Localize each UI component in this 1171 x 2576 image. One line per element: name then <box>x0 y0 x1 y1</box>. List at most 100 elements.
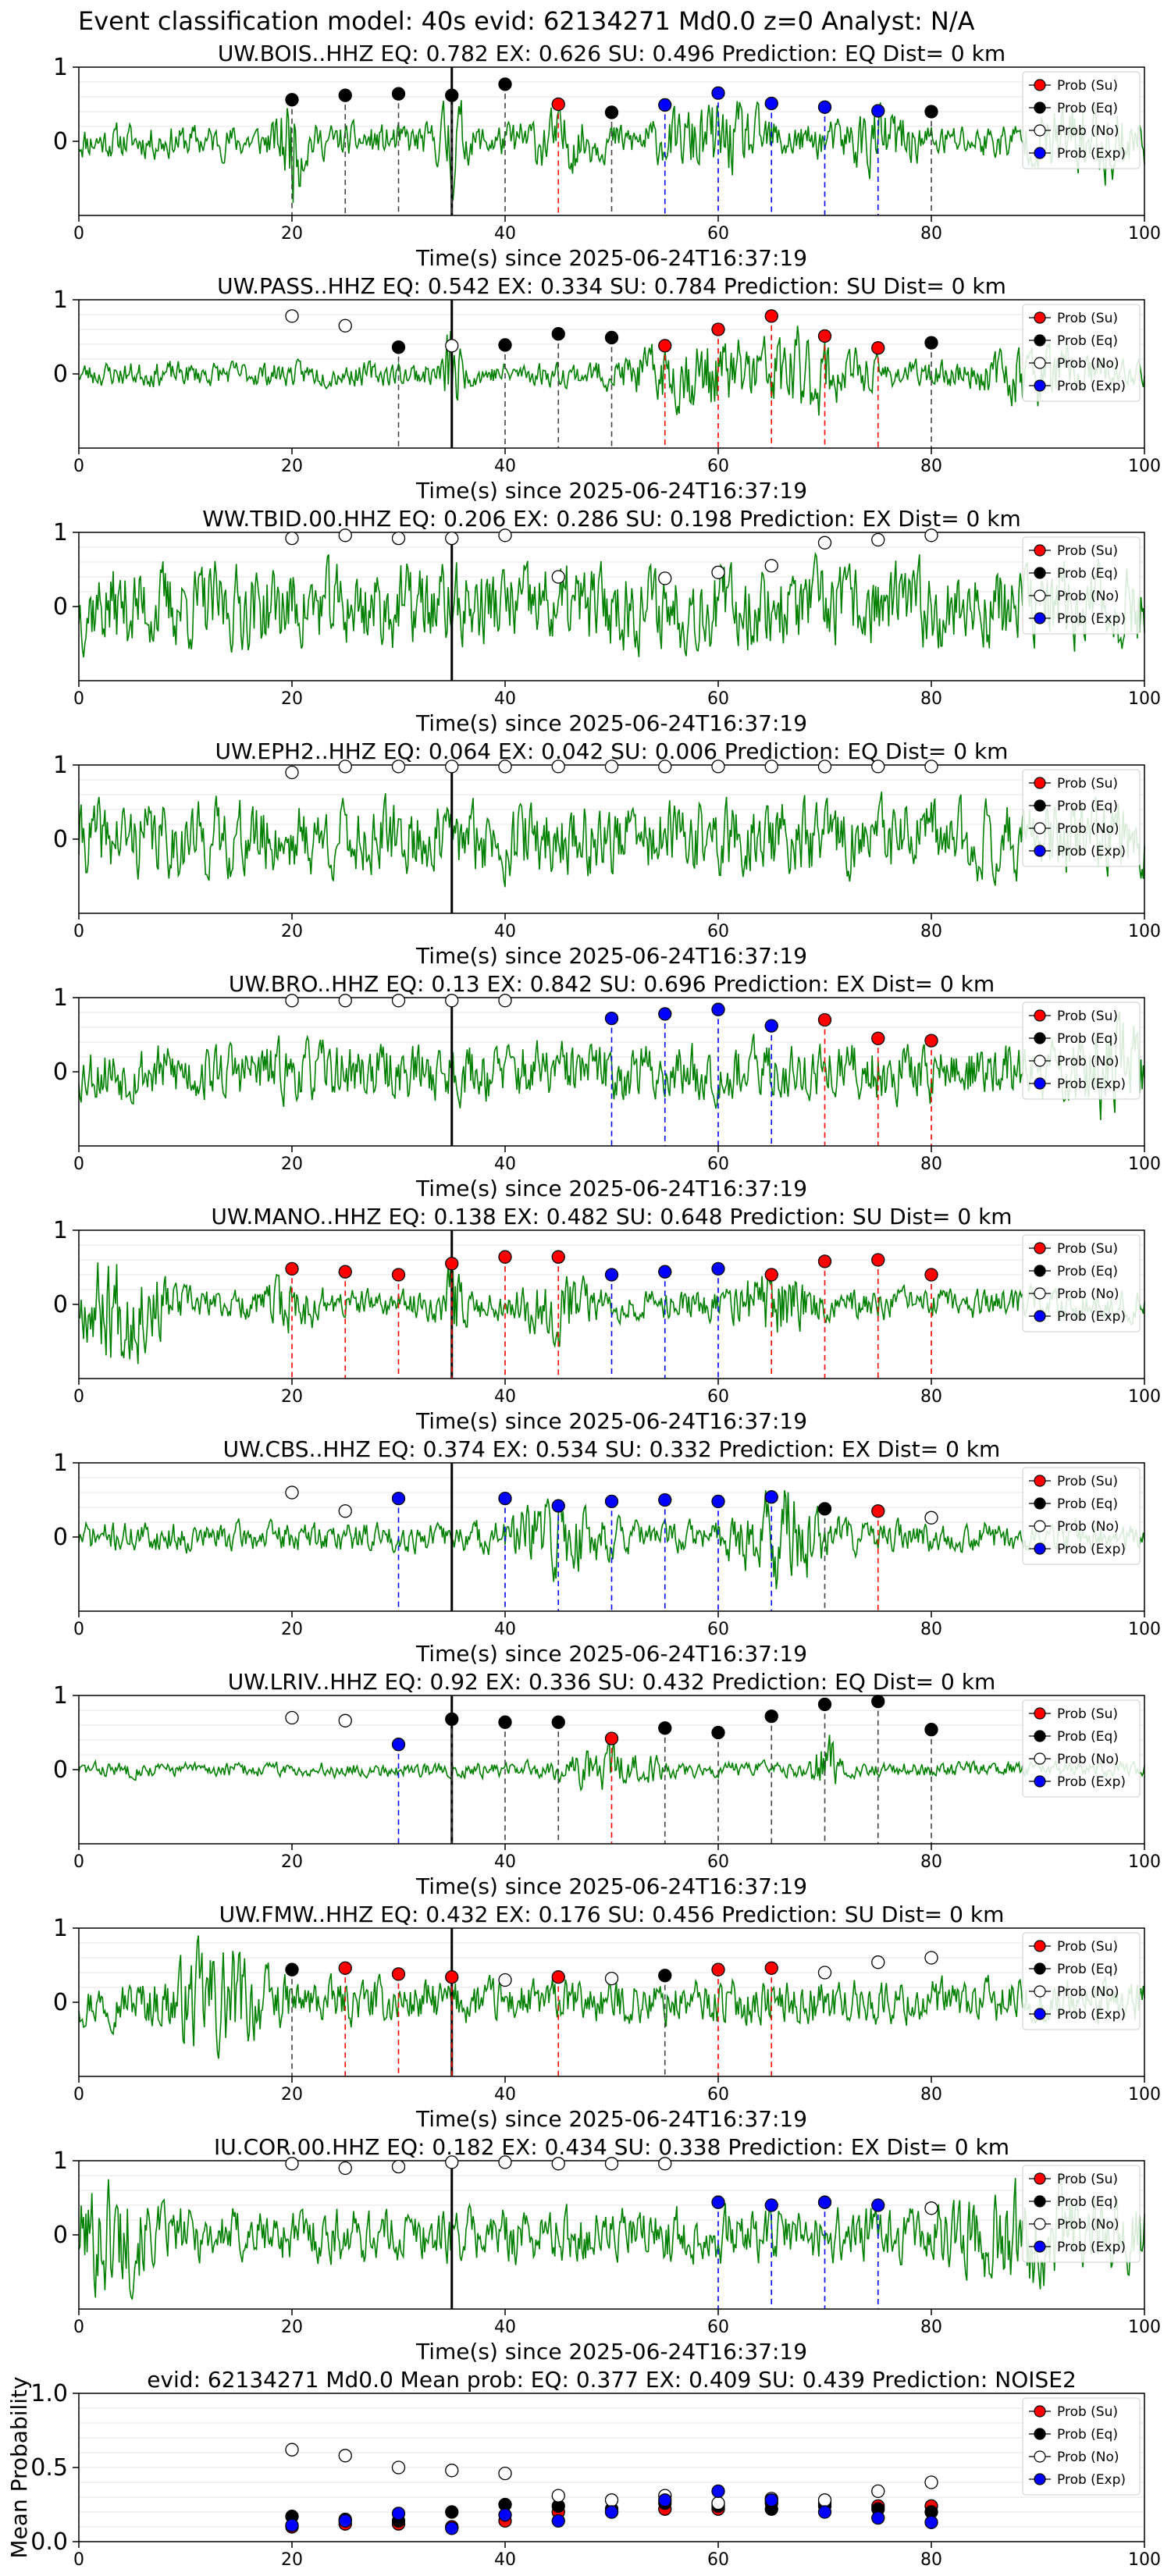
prob-point-exp <box>817 2505 832 2519</box>
legend-label: Prob (Su) <box>1057 543 1118 559</box>
x-tick-label: 20 <box>281 2085 303 2105</box>
prob-point-su <box>817 1012 832 1027</box>
x-tick-label: 80 <box>920 1620 942 1639</box>
y-tick-label: 1 <box>53 1217 68 1244</box>
x-tick-label: 20 <box>281 1155 303 1174</box>
legend-swatch-marker <box>1034 845 1046 857</box>
panel-5: UW.BRO..HHZ EQ: 0.13 EX: 0.842 SU: 0.696… <box>53 971 1161 1201</box>
legend-label: Prob (Exp) <box>1057 844 1126 859</box>
prob-point-no <box>498 2466 512 2481</box>
legend-label: Prob (No) <box>1057 1752 1119 1767</box>
prob-point-no <box>391 2159 406 2174</box>
prob-point-exp <box>604 1268 619 1282</box>
prob-point-exp <box>498 1491 512 1506</box>
legend-box <box>1022 536 1141 635</box>
x-axis-label: Time(s) since 2025-06-24T16:37:19 <box>415 1873 807 1899</box>
legend-swatch-marker <box>1034 2473 1046 2485</box>
prob-point-exp <box>871 104 885 118</box>
prob-point-exp <box>817 2195 832 2209</box>
prob-point-exp <box>711 2195 725 2209</box>
prob-point-exp <box>551 1499 565 1513</box>
prob-point-no <box>338 528 352 543</box>
legend-swatch-marker <box>1034 1265 1046 1277</box>
prob-point-no <box>285 531 299 546</box>
x-tick-label: 0 <box>73 2085 84 2105</box>
prob-point-su <box>764 309 778 323</box>
legend-box <box>1022 1467 1141 1565</box>
legend-swatch-marker <box>1034 822 1046 834</box>
legend-box <box>1022 1002 1141 1100</box>
prob-point-exp <box>817 100 832 114</box>
prob-point-no <box>498 2155 512 2169</box>
x-tick-label: 80 <box>920 1852 942 1872</box>
x-tick-label: 0 <box>73 1620 84 1639</box>
x-tick-label: 40 <box>494 2085 516 2105</box>
x-tick-label: 100 <box>1128 224 1161 244</box>
legend: Prob (Su) Prob (Eq) Prob (No) Prob (Exp) <box>1022 1932 1141 2030</box>
prob-point-no <box>338 994 352 1008</box>
prob-point-exp <box>604 1011 619 1026</box>
prob-point-eq <box>604 330 619 345</box>
legend-swatch-marker <box>1034 1032 1046 1044</box>
prob-point-eq <box>391 87 406 101</box>
x-tick-label: 20 <box>281 1387 303 1407</box>
prob-point-no <box>871 532 885 547</box>
x-tick-label: 20 <box>281 1852 303 1872</box>
prob-point-no <box>338 2161 352 2176</box>
legend-swatch-marker <box>1034 1542 1046 1555</box>
legend-swatch-marker <box>1034 101 1046 114</box>
legend-label: Prob (Su) <box>1057 1474 1118 1489</box>
x-tick-label: 60 <box>707 224 729 244</box>
x-tick-label: 100 <box>1128 689 1161 709</box>
prob-point-no <box>445 994 459 1008</box>
prob-point-no <box>445 339 459 353</box>
panel-6: UW.MANO..HHZ EQ: 0.138 EX: 0.482 SU: 0.6… <box>53 1204 1161 1434</box>
legend-label: Prob (Eq) <box>1057 2427 1118 2443</box>
y-tick-label: 0 <box>53 1291 68 1318</box>
legend-label: Prob (Eq) <box>1057 101 1118 116</box>
y-tick-label: 1 <box>53 2147 68 2175</box>
prob-point-exp <box>871 2198 885 2212</box>
prob-point-eq <box>445 2505 459 2519</box>
prob-point-eq <box>551 327 565 341</box>
legend-label: Prob (Su) <box>1057 1241 1118 1257</box>
prob-point-su <box>445 1970 459 1984</box>
legend-swatch-marker <box>1034 2450 1046 2463</box>
prob-point-no <box>924 528 938 543</box>
legend-swatch-marker <box>1034 1077 1046 1090</box>
legend-label: Prob (Exp) <box>1057 611 1126 627</box>
prob-point-exp <box>285 2518 299 2532</box>
prob-point-no <box>711 760 725 774</box>
legend: Prob (Su) Prob (Eq) Prob (No) Prob (Exp) <box>1022 71 1141 169</box>
x-tick-label: 20 <box>281 2318 303 2337</box>
x-tick-label: 60 <box>707 2318 729 2337</box>
legend-swatch-marker <box>1034 1940 1046 1952</box>
prob-point-no <box>924 1510 938 1525</box>
legend-label: Prob (Exp) <box>1057 2007 1126 2023</box>
x-axis-label: Time(s) since 2025-06-24T16:37:19 <box>415 2106 807 2132</box>
prob-point-eq <box>338 88 352 102</box>
y-tick-label: 0 <box>53 2222 68 2249</box>
legend: Prob (Su) Prob (Eq) Prob (No) Prob (Exp) <box>1022 536 1141 635</box>
legend-box <box>1022 1699 1141 1798</box>
prob-point-su <box>764 1961 778 1975</box>
legend-label: Prob (No) <box>1057 2217 1119 2233</box>
legend-swatch-marker <box>1034 612 1046 624</box>
x-tick-label: 100 <box>1128 2550 1161 2570</box>
prob-point-no <box>391 760 406 774</box>
x-tick-label: 40 <box>494 922 516 941</box>
legend-swatch-marker <box>1034 79 1046 91</box>
x-tick-label: 100 <box>1128 2085 1161 2105</box>
x-axis-label: Time(s) since 2025-06-24T16:37:19 <box>415 478 807 503</box>
x-tick-label: 0 <box>73 689 84 709</box>
prob-point-no <box>498 760 512 774</box>
x-axis-label: Time(s) since 2025-06-24T16:37:19 <box>415 2339 807 2364</box>
prob-point-exp <box>658 2493 672 2507</box>
legend-label: Prob (No) <box>1057 1984 1119 2000</box>
prob-point-su <box>817 329 832 343</box>
legend-label: Prob (Exp) <box>1057 1076 1126 1092</box>
legend-box <box>1022 769 1141 867</box>
prob-point-exp <box>604 1494 619 1509</box>
x-tick-label: 60 <box>707 1852 729 1872</box>
legend-label: Prob (Eq) <box>1057 566 1118 582</box>
